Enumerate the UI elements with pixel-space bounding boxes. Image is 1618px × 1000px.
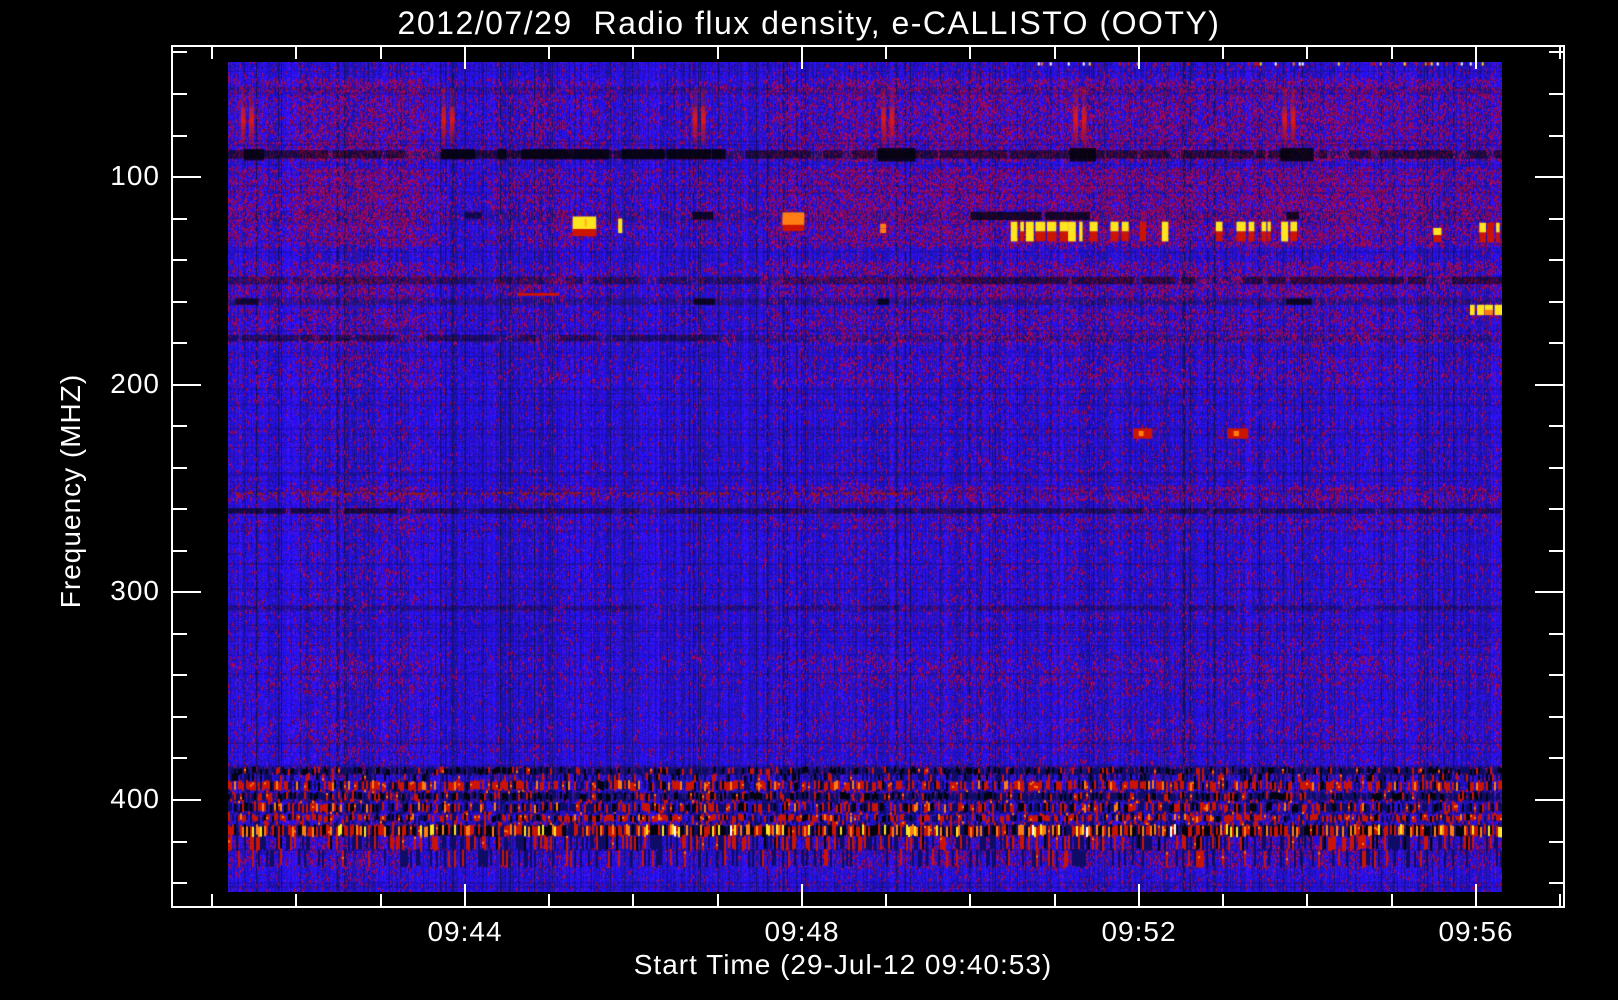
- x-tick: [1306, 894, 1308, 906]
- y-tick: [1549, 93, 1563, 95]
- y-tick: [173, 841, 187, 843]
- x-tick: [464, 884, 466, 906]
- x-tick-label: 09:44: [427, 916, 503, 947]
- chart-title: 2012/07/29 Radio flux density, e-CALLIST…: [397, 5, 1221, 41]
- x-tick-label: 09:56: [1438, 916, 1514, 947]
- x-tick: [1138, 47, 1140, 69]
- y-tick: [173, 259, 187, 261]
- y-tick: [173, 51, 187, 53]
- y-tick: [1549, 841, 1563, 843]
- x-tick: [1559, 894, 1561, 906]
- x-tick: [969, 894, 971, 906]
- y-tick-label: 400: [110, 783, 160, 814]
- x-tick: [717, 47, 719, 59]
- y-axis-label: Frequency (MHZ): [55, 373, 86, 609]
- y-tick: [1549, 135, 1563, 137]
- y-tick: [173, 93, 187, 95]
- y-tick: [173, 342, 187, 344]
- y-tick: [1549, 674, 1563, 676]
- y-tick: [1549, 550, 1563, 552]
- y-tick: [1549, 882, 1563, 884]
- y-tick: [1549, 425, 1563, 427]
- y-tick: [1549, 757, 1563, 759]
- y-tick: [173, 218, 187, 220]
- x-tick: [380, 47, 382, 59]
- y-tick: [1549, 218, 1563, 220]
- x-tick: [1559, 47, 1561, 59]
- x-tick: [1138, 884, 1140, 906]
- x-tick: [885, 47, 887, 59]
- y-tick: [173, 674, 187, 676]
- y-tick-label: 300: [110, 575, 160, 606]
- y-tick-label: 200: [110, 368, 160, 399]
- y-tick-label: 100: [110, 160, 160, 191]
- x-tick: [1054, 47, 1056, 59]
- y-tick: [1535, 176, 1563, 178]
- x-tick: [1391, 894, 1393, 906]
- y-tick: [173, 135, 187, 137]
- x-tick: [380, 894, 382, 906]
- x-axis-label: Start Time (29-Jul-12 09:40:53): [633, 949, 1053, 980]
- x-tick: [801, 884, 803, 906]
- y-tick: [1535, 799, 1563, 801]
- x-tick: [632, 894, 634, 906]
- x-tick: [1306, 47, 1308, 59]
- x-tick: [548, 47, 550, 59]
- y-tick: [1549, 633, 1563, 635]
- y-tick: [173, 508, 187, 510]
- y-tick: [173, 176, 201, 178]
- x-tick: [969, 47, 971, 59]
- x-tick: [1475, 47, 1477, 69]
- x-tick: [1054, 894, 1056, 906]
- x-tick: [548, 894, 550, 906]
- y-tick: [173, 757, 187, 759]
- y-tick: [1549, 342, 1563, 344]
- y-tick: [173, 882, 187, 884]
- y-tick: [173, 425, 187, 427]
- y-tick: [173, 591, 201, 593]
- x-tick: [1475, 884, 1477, 906]
- y-tick: [1535, 591, 1563, 593]
- x-tick: [1391, 47, 1393, 59]
- y-tick: [1549, 301, 1563, 303]
- x-tick: [717, 894, 719, 906]
- plot-frame: [171, 45, 1565, 908]
- y-tick: [173, 550, 187, 552]
- x-tick: [211, 47, 213, 59]
- y-tick: [173, 633, 187, 635]
- x-tick: [1222, 47, 1224, 59]
- x-tick: [1222, 894, 1224, 906]
- y-tick: [1549, 508, 1563, 510]
- y-tick: [173, 301, 187, 303]
- x-tick: [295, 894, 297, 906]
- spectrogram-canvas: [228, 62, 1502, 892]
- y-tick: [1535, 384, 1563, 386]
- y-tick: [1549, 716, 1563, 718]
- y-tick: [173, 716, 187, 718]
- x-tick: [801, 47, 803, 69]
- x-tick: [211, 894, 213, 906]
- x-tick-label: 09:48: [764, 916, 840, 947]
- x-tick: [632, 47, 634, 59]
- y-tick: [173, 467, 187, 469]
- y-tick: [1549, 51, 1563, 53]
- y-tick: [173, 384, 201, 386]
- y-tick: [1549, 259, 1563, 261]
- x-tick: [295, 47, 297, 59]
- x-tick: [885, 894, 887, 906]
- y-tick: [1549, 467, 1563, 469]
- x-tick-label: 09:52: [1101, 916, 1177, 947]
- y-tick: [173, 799, 201, 801]
- x-tick: [464, 47, 466, 69]
